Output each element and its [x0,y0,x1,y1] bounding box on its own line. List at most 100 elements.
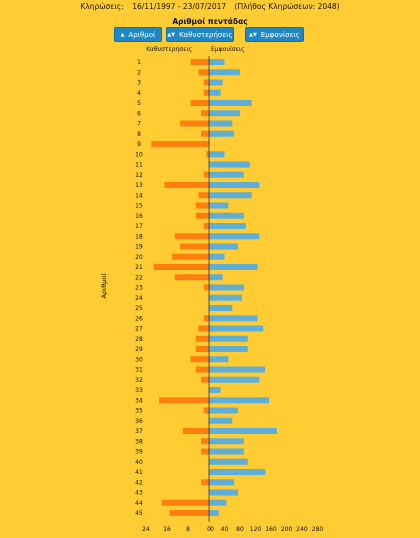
row-label-40: 40 [135,459,143,466]
appearance-bar-23 [209,284,244,291]
appearance-bar-36 [209,417,233,424]
appearance-bar-41 [209,469,266,475]
appearance-bar-27 [209,325,264,332]
sort-by-numbers-label: Αριθμοί [128,30,156,39]
row-label-11: 11 [135,162,143,169]
delay-bar-7 [180,120,209,127]
sort-updown-icon: ▲▼ [249,31,257,38]
appearance-tick-240: 240 [296,526,308,533]
row-label-17: 17 [135,223,143,230]
row-label-25: 25 [135,305,143,312]
delay-bar-29 [195,346,209,352]
row-label-20: 20 [135,254,143,261]
appearance-bar-29 [209,346,248,352]
appearance-bar-5 [209,100,252,106]
appearance-bar-33 [209,387,221,393]
delay-bar-19 [180,243,209,250]
row-label-1: 1 [137,59,141,66]
appearance-tick-120: 120 [250,526,262,533]
row-label-41: 41 [135,469,143,476]
row-label-7: 7 [137,121,141,128]
appearance-bar-13 [209,182,260,188]
delay-bar-16 [195,212,209,219]
delays-column-header: Καθυστερήσεις [146,46,192,53]
delay-bar-34 [159,397,209,404]
row-label-26: 26 [135,315,143,322]
sort-by-numbers-button[interactable]: ▲ Αριθμοί [114,27,162,42]
delay-bar-32 [201,376,209,383]
row-label-21: 21 [135,264,143,271]
appearance-bar-6 [209,110,240,117]
appearance-tick-160: 160 [265,526,277,533]
row-label-33: 33 [135,387,143,394]
delay-bar-2 [198,69,209,76]
row-label-24: 24 [135,295,143,302]
delay-bar-10 [206,151,209,158]
row-label-32: 32 [135,377,143,384]
row-label-34: 34 [135,397,143,404]
draw-count: (Πλήθος Κληρώσεων: 2048) [234,2,340,11]
appearance-tick-80: 80 [236,526,244,533]
row-label-10: 10 [135,151,143,158]
delay-bar-20 [172,253,209,260]
appearance-bar-16 [209,212,244,219]
appearance-bar-11 [209,161,250,168]
delay-bar-38 [201,438,209,445]
delay-bar-31 [195,366,209,373]
row-label-18: 18 [135,233,143,240]
date-range: 16/11/1997 - 23/07/2017 [132,2,227,11]
row-label-31: 31 [135,367,143,374]
appearance-bar-7 [209,120,233,127]
row-label-38: 38 [135,438,143,445]
row-label-35: 35 [135,408,143,415]
row-label-23: 23 [135,285,143,292]
row-label-4: 4 [137,90,141,97]
draws-label: Κληρώσεις: [80,2,124,11]
appearance-bar-45 [209,510,219,516]
delay-bar-9 [151,141,209,147]
appearance-bar-40 [209,458,248,465]
delay-bar-30 [190,356,209,363]
appearance-tick-280: 280 [312,526,324,533]
appearance-bar-10 [209,151,225,158]
appearance-bar-18 [209,233,260,240]
appearance-bar-38 [209,438,244,445]
row-label-42: 42 [135,479,143,486]
appearance-bar-17 [209,223,246,229]
row-label-29: 29 [135,346,143,353]
row-label-13: 13 [135,182,143,189]
appearance-bar-39 [209,448,244,455]
delay-bar-15 [195,202,209,209]
delay-bar-17 [203,223,209,229]
sort-up-icon: ▲ [120,31,125,38]
row-label-39: 39 [135,449,143,456]
sort-by-appearances-button[interactable]: ▲▼ Εμφανίσεις [245,27,304,42]
appearance-bar-31 [209,366,266,373]
appearance-bar-32 [209,376,260,383]
row-label-43: 43 [135,490,143,497]
row-label-22: 22 [135,274,143,281]
delay-bar-13 [164,182,209,188]
delay-bar-3 [203,79,209,86]
delay-bar-22 [174,274,209,281]
row-label-36: 36 [135,418,143,425]
chart-title: Αριθμοί πεντάδας [172,17,248,26]
delay-tick-16: 16 [163,526,171,533]
delay-bar-37 [182,428,209,434]
delay-bar-44 [161,499,209,506]
draw-info-header: Κληρώσεις: 16/11/1997 - 23/07/2017 (Πλήθ… [0,2,420,11]
appearance-tick-0: 0 [210,526,214,533]
delay-bar-4 [203,89,209,96]
appearance-bar-34 [209,397,270,404]
appearance-bar-8 [209,130,235,137]
sort-by-appearances-label: Εμφανίσεις [260,30,300,39]
delay-bar-39 [201,448,209,455]
sort-by-delays-button[interactable]: ▲▼ Καθυστερήσεις [166,27,234,42]
row-label-3: 3 [137,80,141,87]
appearance-bar-42 [209,479,235,486]
delay-bar-26 [203,315,209,322]
delay-bar-12 [203,171,209,178]
appearance-bar-19 [209,243,239,250]
delay-bar-14 [198,192,209,199]
